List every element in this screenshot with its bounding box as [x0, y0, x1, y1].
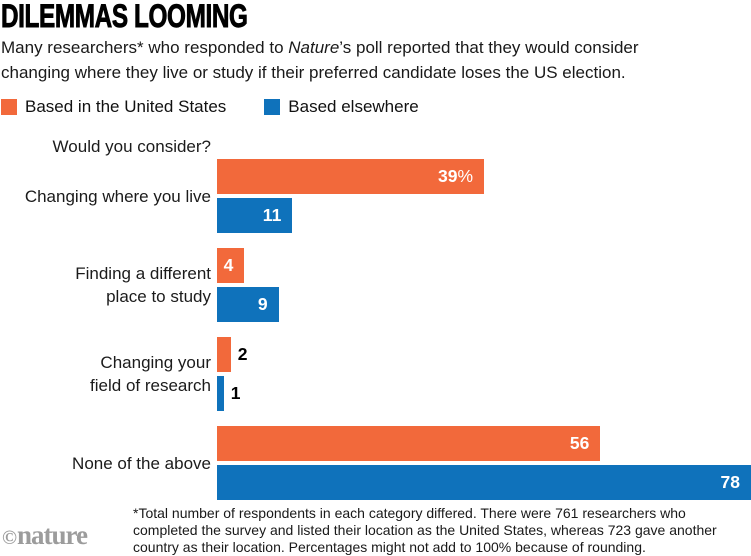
bar-row: 39% — [217, 159, 751, 194]
bar-pair: 39% 11 — [217, 159, 751, 233]
bar-row: 11 — [217, 198, 751, 233]
legend-label-elsewhere: Based elsewhere — [288, 97, 419, 116]
bar-us: 39% — [217, 159, 484, 194]
footnote: *Total number of respondents in each cat… — [133, 505, 717, 555]
legend-item-elsewhere: Based elsewhere — [264, 97, 419, 117]
bar-row: 2 — [217, 337, 751, 372]
subtitle-text-cont: ’s poll reported that they would conside… — [1, 38, 639, 82]
nature-logo: ©nature — [2, 520, 88, 550]
bar-us: 56 — [217, 426, 601, 461]
nature-logo-text: nature — [16, 520, 88, 550]
bar-us: 4 — [217, 248, 245, 283]
bar-row: 4 — [217, 248, 751, 283]
legend: Based in the United States Based elsewhe… — [1, 97, 751, 117]
category-label: Changing your field of research — [90, 353, 211, 395]
axis-prompt: Would you consider? — [52, 137, 211, 156]
copyright-icon: © — [2, 527, 17, 549]
category-group: Finding a different place to study 4 9 — [0, 248, 751, 322]
category-label: None of the above — [72, 453, 211, 473]
bar-chart: Changing where you live 39% 11 Finding a di… — [0, 159, 751, 500]
bar-elsewhere — [217, 376, 224, 411]
chart-title: DILEMMAS LOOMING — [1, 0, 249, 34]
bar-elsewhere: 11 — [217, 198, 293, 233]
category-label: Changing where you live — [24, 186, 211, 206]
bar-pair: 56 78 — [217, 426, 751, 500]
bar-row: 56 — [217, 426, 751, 461]
bar-value-label: 78 — [720, 471, 740, 492]
category-group: None of the above 56 78 — [0, 426, 751, 500]
bar-value-label: 1 — [230, 382, 241, 403]
bar-row: 9 — [217, 287, 751, 322]
bar-us — [217, 337, 231, 372]
bar-elsewhere: 78 — [217, 465, 751, 500]
bar-row: 1 — [217, 376, 751, 411]
bar-value-label: 56 — [569, 432, 590, 453]
journal-name: Nature — [288, 38, 340, 57]
legend-swatch-us-icon — [1, 99, 17, 115]
percent-sign: % — [457, 165, 473, 186]
bar-row: 78 — [217, 465, 751, 500]
bar-value-label: 2 — [237, 343, 248, 364]
category-group: Changing where you live 39% 11 — [0, 159, 751, 233]
legend-swatch-elsewhere-icon — [264, 99, 281, 115]
bar-elsewhere: 9 — [217, 287, 279, 322]
bar-value-label: 4 — [223, 254, 234, 275]
bar-value-label: 39% — [437, 165, 473, 186]
legend-item-us: Based in the United States — [1, 97, 226, 117]
bar-value-label: 11 — [262, 204, 282, 225]
bar-value-label: 9 — [257, 293, 268, 314]
chart-subtitle: Many researchers* who responded to Natur… — [1, 35, 751, 85]
legend-label-us: Based in the United States — [25, 97, 227, 116]
subtitle-text: Many researchers* who responded to — [1, 38, 289, 57]
category-group: Changing your field of research 2 1 — [0, 337, 751, 411]
category-label: Finding a different place to study — [75, 264, 211, 306]
